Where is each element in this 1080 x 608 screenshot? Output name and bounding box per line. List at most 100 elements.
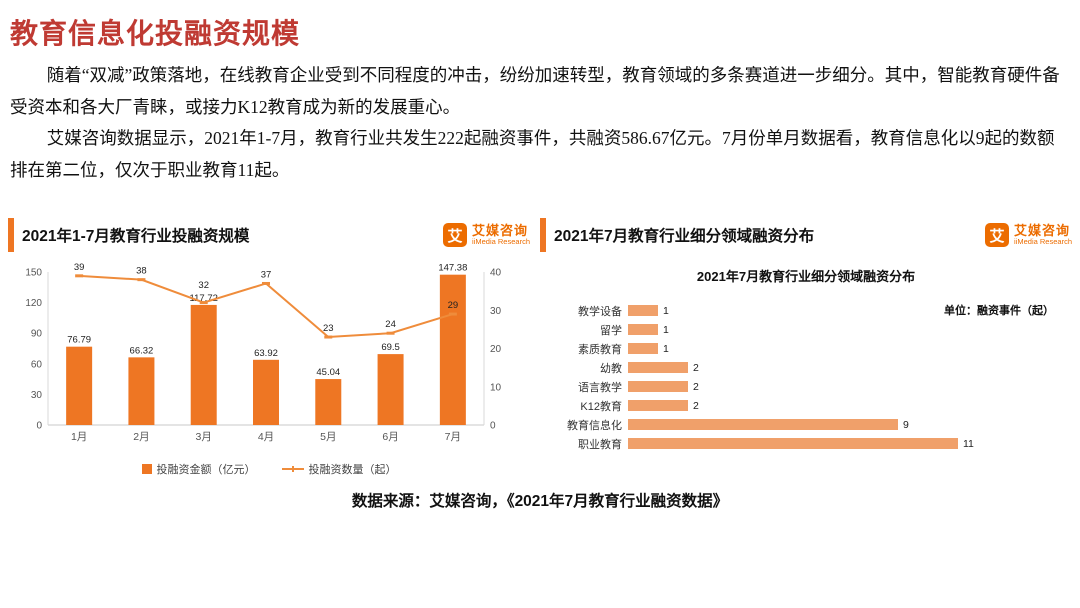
- hbar-留学: [628, 324, 658, 335]
- panel-investment-scale: 2021年1-7月教育行业投融资规模 艾 艾媒咨询 iiMedia Resear…: [8, 216, 530, 477]
- hbar-value-label: 2: [693, 380, 699, 393]
- right-axis-tick: 40: [490, 268, 502, 279]
- hbar-value-label: 11: [963, 437, 974, 450]
- panel-left-title: 2021年1-7月教育行业投融资规模: [22, 228, 250, 245]
- legend-item-line: 投融资数量（起）: [281, 461, 397, 477]
- x-axis-label: 4月: [258, 431, 274, 443]
- iimedia-logo-name: 艾媒咨询: [472, 223, 529, 239]
- iimedia-logo-icon: 艾: [443, 223, 468, 247]
- hbar-素质教育: [628, 343, 658, 354]
- bar-3月: [190, 304, 217, 425]
- line-value-label: 32: [198, 280, 209, 291]
- line-value-label: 23: [323, 323, 334, 334]
- line-series: [79, 274, 454, 339]
- x-axis-label: 5月: [320, 431, 336, 443]
- hbar-chart-title: 2021年7月教育行业细分领域融资分布: [696, 269, 916, 284]
- left-axis-tick: 30: [31, 390, 43, 401]
- line-value-label: 37: [261, 269, 272, 280]
- iimedia-logo-sub: iiMedia Research: [1014, 236, 1072, 246]
- x-axis-label: 2月: [133, 431, 149, 443]
- hbar-category-label: 教学设备: [578, 305, 622, 318]
- panel-right-header: 2021年7月教育行业细分领域融资分布 艾 艾媒咨询 iiMedia Resea…: [540, 216, 1072, 254]
- hbar-rows: 教学设备 1 留学 1 素质教育 1 幼教 2 语言教学 2 K12教育 2 教育信息化 9 职业教育 11: [540, 301, 1072, 453]
- hbar-row-职业教育: 职业教育 11: [540, 434, 1072, 453]
- hbar-category-label: K12教育: [580, 400, 622, 413]
- hbar-category-label: 教育信息化: [567, 419, 622, 432]
- accent-bar: [8, 218, 14, 252]
- x-axis-label: 7月: [445, 431, 461, 443]
- iimedia-logo-text: 艾媒咨询 iiMedia Research: [1014, 224, 1072, 246]
- hbar-value-label: 1: [663, 323, 669, 336]
- hbar-category-label: 留学: [600, 324, 622, 337]
- bar-7月: [439, 274, 466, 425]
- x-axis-label: 3月: [196, 431, 212, 443]
- hbar-value-label: 1: [663, 304, 669, 317]
- bar-value-label: 76.79: [67, 335, 91, 346]
- bar-value-label: 63.92: [254, 348, 278, 359]
- hbar-语言教学: [628, 381, 688, 392]
- iimedia-logo-sub: iiMedia Research: [472, 236, 530, 246]
- bar-4月: [253, 359, 279, 425]
- right-axis-tick: 20: [490, 344, 502, 355]
- iimedia-logo: 艾 艾媒咨询 iiMedia Research: [443, 223, 530, 247]
- hbar-row-幼教: 幼教 2: [540, 358, 1072, 377]
- bar-value-label: 117.72: [190, 293, 218, 304]
- hbar-职业教育: [628, 438, 958, 449]
- page-title: 教育信息化投融资规模: [10, 19, 301, 50]
- bar-5月: [315, 379, 342, 425]
- hbar-row-教育信息化: 教育信息化 9: [540, 415, 1072, 434]
- right-axis-tick: 0: [490, 421, 496, 432]
- chart-panels: 2021年1-7月教育行业投融资规模 艾 艾媒咨询 iiMedia Resear…: [8, 216, 1072, 477]
- line-value-label: 38: [136, 266, 147, 277]
- right-axis-tick: 30: [490, 306, 502, 317]
- iimedia-logo: 艾 艾媒咨询 iiMedia Research: [985, 223, 1072, 247]
- hbar-category-label: 幼教: [600, 362, 622, 375]
- hbar-row-K12教育: K12教育 2: [540, 396, 1072, 415]
- bar-legend-label: 投融资金额（亿元）: [156, 464, 256, 476]
- accent-bar: [540, 218, 546, 252]
- x-axis-label: 6月: [382, 431, 398, 443]
- hbar-K12教育: [628, 400, 688, 411]
- line-legend-label: 投融资数量（起）: [308, 464, 397, 476]
- left-axis-tick: 120: [25, 298, 42, 309]
- bar-legend-swatch: [141, 464, 152, 474]
- legend-item-bar: 投融资金额（亿元）: [141, 461, 256, 477]
- iimedia-logo-text: 艾媒咨询 iiMedia Research: [472, 224, 530, 246]
- panel-right-title: 2021年7月教育行业细分领域融资分布: [554, 228, 815, 245]
- hbar-value-label: 2: [693, 399, 699, 412]
- hbar-value-label: 1: [663, 342, 669, 355]
- hbar-幼教: [628, 362, 688, 373]
- panel-left-header: 2021年1-7月教育行业投融资规模 艾 艾媒咨询 iiMedia Resear…: [8, 216, 530, 254]
- combo-chart: 0 30 60 90 120 150 0 10 20 30 40 1月 76.79 2月 66.32 3月 11…: [25, 262, 502, 443]
- hbar-category-label: 语言教学: [578, 381, 622, 394]
- bar-value-label: 66.32: [130, 345, 154, 356]
- hbar-教育信息化: [628, 419, 898, 430]
- paragraph-2: 艾媒咨询数据显示，2021年1-7月，教育行业共发生222起融资事件，共融资58…: [10, 128, 1055, 180]
- iimedia-logo-name: 艾媒咨询: [1014, 223, 1071, 239]
- legend: 投融资金额（亿元） 投融资数量（起）: [8, 461, 530, 477]
- left-axis-tick: 90: [31, 329, 43, 340]
- data-source-footer: 数据来源：艾媒咨询，《2021年7月教育行业融资数据》: [351, 493, 729, 510]
- bar-value-label: 69.5: [381, 342, 400, 353]
- paragraph-1: 随着“双减”政策落地，在线教育企业受到不同程度的冲击，纷纷加速转型，教育领域的多…: [10, 65, 1060, 117]
- panel-segment-distribution: 2021年7月教育行业细分领域融资分布 艾 艾媒咨询 iiMedia Resea…: [540, 216, 1072, 477]
- bar-value-label: 45.04: [316, 367, 340, 378]
- iimedia-logo-icon: 艾: [985, 223, 1010, 247]
- unit-note: 单位：融资事件（起）: [944, 305, 1054, 317]
- left-axis-tick: 0: [36, 421, 42, 432]
- line-value-label: 29: [448, 300, 459, 311]
- hbar-chart: 2021年7月教育行业细分领域融资分布 单位：融资事件（起） 教学设备 1 留学 1 素…: [540, 254, 1072, 453]
- hbar-value-label: 2: [693, 361, 699, 374]
- bar-value-label: 147.38: [438, 263, 467, 274]
- x-axis-label: 1月: [71, 431, 87, 443]
- hbar-row-素质教育: 素质教育 1: [540, 339, 1072, 358]
- left-axis-tick: 60: [31, 359, 43, 370]
- line-value-label: 39: [74, 262, 85, 273]
- hbar-row-教学设备: 教学设备 1: [540, 301, 1072, 320]
- line-legend-swatch: [281, 466, 304, 472]
- hbar-row-语言教学: 语言教学 2: [540, 377, 1072, 396]
- hbar-category-label: 职业教育: [578, 438, 622, 451]
- bar-6月: [377, 354, 404, 425]
- slide: 教育信息化投融资规模 随着“双减”政策落地，在线教育企业受到不同程度的冲击，纷纷…: [0, 12, 1080, 608]
- line-value-label: 24: [385, 319, 396, 330]
